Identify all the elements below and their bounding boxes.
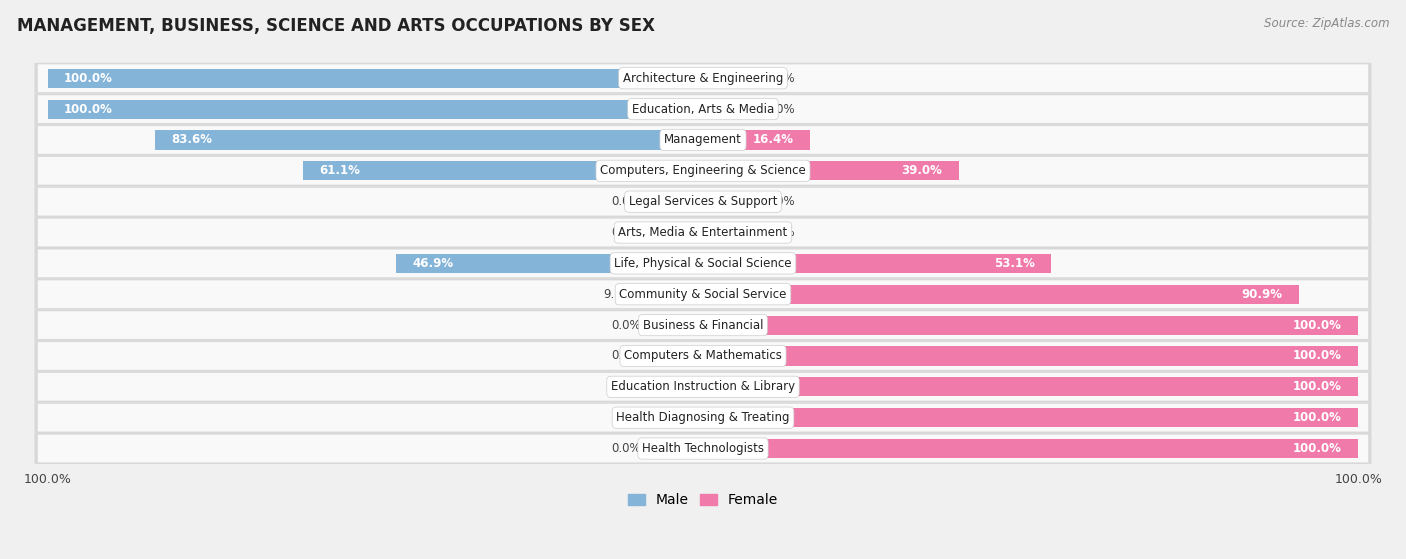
FancyBboxPatch shape [38, 188, 1368, 216]
FancyBboxPatch shape [35, 371, 1371, 402]
FancyBboxPatch shape [35, 433, 1371, 464]
Bar [651, 223, 703, 242]
Bar [703, 377, 1358, 396]
Text: Architecture & Engineering: Architecture & Engineering [623, 72, 783, 85]
Text: 53.1%: 53.1% [994, 257, 1035, 270]
FancyBboxPatch shape [35, 63, 1371, 94]
Text: 0.0%: 0.0% [612, 226, 641, 239]
FancyBboxPatch shape [38, 64, 1368, 92]
FancyBboxPatch shape [35, 125, 1371, 155]
FancyBboxPatch shape [38, 95, 1368, 123]
Text: 9.1%: 9.1% [603, 288, 634, 301]
Bar [703, 347, 1358, 366]
FancyBboxPatch shape [35, 155, 1371, 186]
Text: 0.0%: 0.0% [612, 411, 641, 424]
FancyBboxPatch shape [38, 126, 1368, 154]
Bar [651, 192, 703, 211]
FancyBboxPatch shape [35, 248, 1371, 279]
Bar [703, 408, 1358, 427]
Text: Arts, Media & Entertainment: Arts, Media & Entertainment [619, 226, 787, 239]
FancyBboxPatch shape [38, 157, 1368, 184]
FancyBboxPatch shape [35, 94, 1371, 125]
Bar [703, 192, 755, 211]
Text: Health Technologists: Health Technologists [643, 442, 763, 455]
Text: Source: ZipAtlas.com: Source: ZipAtlas.com [1264, 17, 1389, 30]
Bar [703, 161, 959, 181]
Bar [703, 223, 755, 242]
FancyBboxPatch shape [38, 342, 1368, 370]
Bar [651, 347, 703, 366]
Text: 100.0%: 100.0% [1294, 349, 1341, 362]
Text: 100.0%: 100.0% [1294, 380, 1341, 394]
Text: 100.0%: 100.0% [1294, 319, 1341, 331]
Text: 0.0%: 0.0% [765, 103, 794, 116]
Text: 0.0%: 0.0% [765, 226, 794, 239]
FancyBboxPatch shape [38, 219, 1368, 247]
Text: 100.0%: 100.0% [65, 72, 112, 85]
Bar [48, 100, 703, 119]
Text: 39.0%: 39.0% [901, 164, 942, 177]
Text: 83.6%: 83.6% [172, 134, 212, 146]
Bar [703, 69, 755, 88]
Bar [48, 69, 703, 88]
Bar [703, 285, 1299, 304]
Bar [644, 285, 703, 304]
Text: 0.0%: 0.0% [612, 349, 641, 362]
Text: 16.4%: 16.4% [754, 134, 794, 146]
Text: 61.1%: 61.1% [319, 164, 360, 177]
Bar [651, 408, 703, 427]
Text: 100.0%: 100.0% [1294, 442, 1341, 455]
Text: 0.0%: 0.0% [765, 195, 794, 208]
FancyBboxPatch shape [38, 311, 1368, 339]
Text: 90.9%: 90.9% [1241, 288, 1282, 301]
Text: MANAGEMENT, BUSINESS, SCIENCE AND ARTS OCCUPATIONS BY SEX: MANAGEMENT, BUSINESS, SCIENCE AND ARTS O… [17, 17, 655, 35]
Bar [703, 100, 755, 119]
Text: 46.9%: 46.9% [412, 257, 453, 270]
Bar [302, 161, 703, 181]
Text: 0.0%: 0.0% [612, 442, 641, 455]
FancyBboxPatch shape [38, 404, 1368, 432]
Bar [703, 130, 810, 149]
Bar [155, 130, 703, 149]
Bar [703, 439, 1358, 458]
Text: 0.0%: 0.0% [612, 319, 641, 331]
Text: 0.0%: 0.0% [765, 72, 794, 85]
FancyBboxPatch shape [35, 186, 1371, 217]
FancyBboxPatch shape [35, 310, 1371, 340]
Text: Business & Financial: Business & Financial [643, 319, 763, 331]
Text: Life, Physical & Social Science: Life, Physical & Social Science [614, 257, 792, 270]
Text: Health Diagnosing & Treating: Health Diagnosing & Treating [616, 411, 790, 424]
Text: Education Instruction & Library: Education Instruction & Library [612, 380, 794, 394]
Bar [651, 377, 703, 396]
Text: 0.0%: 0.0% [612, 380, 641, 394]
Text: Legal Services & Support: Legal Services & Support [628, 195, 778, 208]
FancyBboxPatch shape [38, 249, 1368, 277]
FancyBboxPatch shape [35, 279, 1371, 310]
FancyBboxPatch shape [35, 340, 1371, 371]
Text: 0.0%: 0.0% [612, 195, 641, 208]
Text: Education, Arts & Media: Education, Arts & Media [631, 103, 775, 116]
Text: 100.0%: 100.0% [1294, 411, 1341, 424]
Bar [651, 439, 703, 458]
Bar [395, 254, 703, 273]
Bar [703, 315, 1358, 335]
Text: Community & Social Service: Community & Social Service [619, 288, 787, 301]
FancyBboxPatch shape [35, 217, 1371, 248]
FancyBboxPatch shape [38, 281, 1368, 308]
Text: 100.0%: 100.0% [65, 103, 112, 116]
Bar [703, 254, 1050, 273]
Text: Computers, Engineering & Science: Computers, Engineering & Science [600, 164, 806, 177]
Text: Management: Management [664, 134, 742, 146]
FancyBboxPatch shape [35, 402, 1371, 433]
FancyBboxPatch shape [38, 373, 1368, 401]
Bar [651, 315, 703, 335]
Legend: Male, Female: Male, Female [623, 488, 783, 513]
FancyBboxPatch shape [38, 435, 1368, 462]
Text: Computers & Mathematics: Computers & Mathematics [624, 349, 782, 362]
